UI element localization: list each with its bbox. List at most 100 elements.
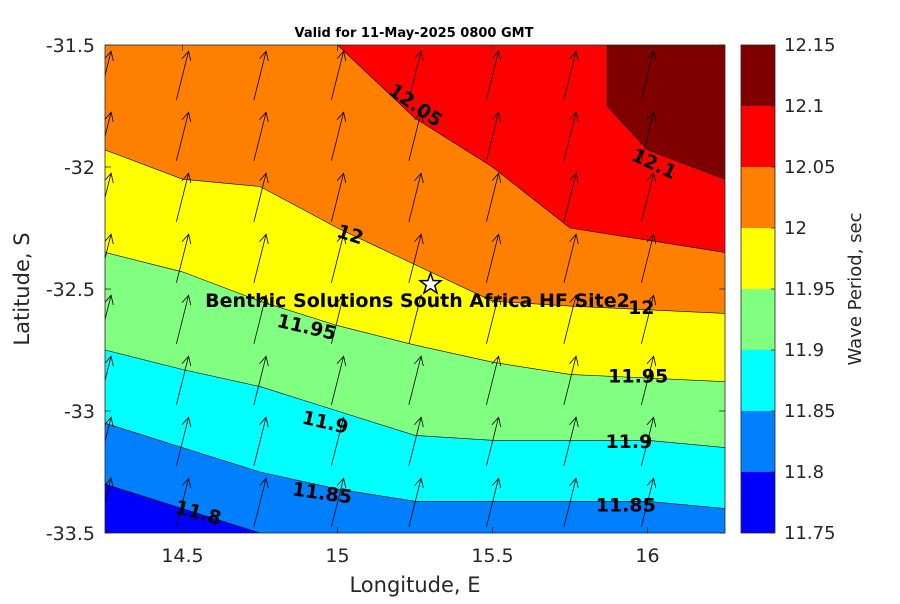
y-tick-label: -32.5 bbox=[46, 279, 95, 301]
colorbar: 12.15 12.1 12.05 12 11.95 11.9 11.85 11.8 11.75 bbox=[740, 35, 836, 544]
contour-label: 11.85 bbox=[596, 495, 656, 517]
wave-arrow bbox=[486, 111, 502, 161]
colorbar-segment bbox=[741, 350, 775, 411]
colorbar-segment bbox=[741, 45, 775, 106]
wave-arrow bbox=[486, 355, 502, 405]
wave-arrow bbox=[641, 233, 657, 283]
colorbar-tick-label: 11.75 bbox=[784, 523, 836, 544]
wave-arrow bbox=[563, 172, 579, 222]
wave-arrow bbox=[641, 50, 657, 100]
wave-arrow bbox=[408, 355, 424, 405]
colorbar-tick-label: 11.95 bbox=[784, 279, 836, 300]
y-tick-label: -32 bbox=[64, 157, 95, 179]
wave-arrow bbox=[641, 355, 657, 405]
wave-arrow bbox=[641, 477, 657, 527]
contour-line-0 bbox=[105, 483, 261, 533]
wave-arrow bbox=[253, 233, 269, 283]
wave-arrow bbox=[253, 111, 269, 161]
wave-arrow bbox=[331, 50, 347, 100]
wave-arrow bbox=[105, 477, 114, 505]
wave-arrow bbox=[253, 294, 269, 344]
wave-arrow bbox=[641, 111, 657, 161]
y-axis: -31.5 -32 -32.5 -33 -33.5 bbox=[46, 35, 725, 545]
wave-arrow bbox=[176, 233, 192, 283]
colorbar-segment bbox=[741, 228, 775, 289]
wave-arrow bbox=[176, 355, 192, 405]
colorbar-segment bbox=[741, 167, 775, 228]
wave-arrow bbox=[105, 416, 114, 444]
contour-label: 11.9 bbox=[605, 431, 652, 453]
wave-arrow bbox=[253, 172, 269, 222]
wave-arrow bbox=[563, 477, 579, 527]
wave-arrow bbox=[486, 477, 502, 527]
wave-arrow bbox=[408, 477, 424, 527]
wave-arrow bbox=[408, 172, 424, 222]
colorbar-tick-label: 11.9 bbox=[784, 340, 824, 361]
wave-arrow bbox=[105, 355, 114, 383]
band-fill-7 bbox=[607, 45, 725, 180]
colorbar-segment bbox=[741, 472, 775, 533]
x-axis-label: Longitude, E bbox=[349, 573, 480, 597]
wave-arrow bbox=[408, 294, 424, 344]
wave-arrow bbox=[641, 416, 657, 466]
wave-arrow bbox=[641, 172, 657, 222]
wave-arrow bbox=[641, 294, 657, 344]
contour-line-4 bbox=[105, 149, 725, 314]
wave-arrow bbox=[408, 50, 424, 100]
contour-line-1 bbox=[105, 422, 725, 509]
wave-arrow bbox=[331, 111, 347, 161]
colorbar-tick-label: 12.15 bbox=[784, 35, 836, 56]
wave-direction-arrows bbox=[105, 50, 657, 527]
wave-arrow bbox=[331, 233, 347, 283]
wave-arrow bbox=[253, 355, 269, 405]
site-star-icon bbox=[417, 270, 444, 295]
x-axis: 14.5 15 15.5 16 bbox=[161, 45, 660, 567]
colorbar-segment bbox=[741, 411, 775, 472]
colorbar-segment bbox=[741, 289, 775, 350]
wave-arrow bbox=[408, 233, 424, 283]
wave-arrow bbox=[331, 355, 347, 405]
wave-arrow bbox=[105, 172, 114, 200]
wave-arrow bbox=[253, 416, 269, 466]
wave-arrow bbox=[331, 416, 347, 466]
y-axis-label: Latitude, S bbox=[10, 232, 34, 345]
site-label: Benthic Solutions South Africa HF Site2 bbox=[205, 290, 630, 312]
contour-label: 12 bbox=[628, 297, 654, 319]
contour-line-6 bbox=[606, 45, 725, 180]
x-tick-label: 14.5 bbox=[161, 545, 203, 567]
wave-arrow bbox=[563, 233, 579, 283]
wave-arrow bbox=[105, 50, 114, 78]
wave-arrow bbox=[253, 477, 269, 527]
wave-arrow bbox=[176, 477, 192, 527]
wave-arrow bbox=[176, 416, 192, 466]
contour-label: 11.95 bbox=[608, 365, 668, 387]
contour-lines bbox=[105, 45, 725, 533]
wave-arrow bbox=[331, 172, 347, 222]
colorbar-tick-label: 11.8 bbox=[784, 462, 824, 483]
wave-arrow bbox=[253, 50, 269, 100]
wave-arrow bbox=[331, 294, 347, 344]
contour-line-3 bbox=[105, 252, 725, 382]
wave-arrow bbox=[486, 294, 502, 344]
wave-arrow bbox=[331, 477, 347, 527]
wave-arrow bbox=[105, 233, 114, 261]
wave-arrow bbox=[486, 172, 502, 222]
y-tick-label: -33 bbox=[64, 401, 95, 423]
colorbar-segment bbox=[741, 106, 775, 167]
colorbar-tick-label: 11.85 bbox=[784, 401, 836, 422]
wave-arrow bbox=[408, 111, 424, 161]
wave-arrow bbox=[563, 111, 579, 161]
wave-arrow bbox=[563, 416, 579, 466]
x-tick-label: 15 bbox=[325, 545, 349, 567]
site-marker-group: Benthic Solutions South Africa HF Site2 bbox=[205, 270, 630, 312]
x-tick-label: 15.5 bbox=[471, 545, 513, 567]
y-tick-label: -31.5 bbox=[46, 35, 95, 57]
y-tick-label: -33.5 bbox=[46, 523, 95, 545]
wave-arrow bbox=[176, 111, 192, 161]
wave-arrow bbox=[176, 172, 192, 222]
x-tick-label: 16 bbox=[635, 545, 659, 567]
chart-title: Valid for 11-May-2025 0800 GMT bbox=[295, 26, 534, 41]
wave-arrow bbox=[486, 416, 502, 466]
contour-line-2 bbox=[105, 349, 725, 448]
